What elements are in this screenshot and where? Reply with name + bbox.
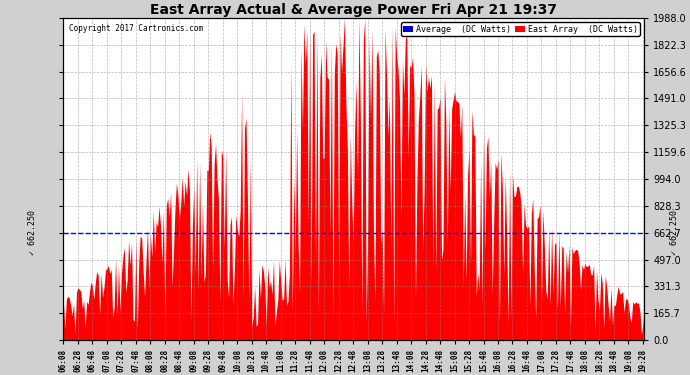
- Text: Copyright 2017 Cartronics.com: Copyright 2017 Cartronics.com: [69, 24, 204, 33]
- Title: East Array Actual & Average Power Fri Apr 21 19:37: East Array Actual & Average Power Fri Ap…: [150, 3, 558, 17]
- Text: ✓ 662.250: ✓ 662.250: [671, 210, 680, 255]
- Text: ✓ 662.250: ✓ 662.250: [28, 210, 37, 255]
- Legend: Average  (DC Watts), East Array  (DC Watts): Average (DC Watts), East Array (DC Watts…: [401, 22, 640, 36]
